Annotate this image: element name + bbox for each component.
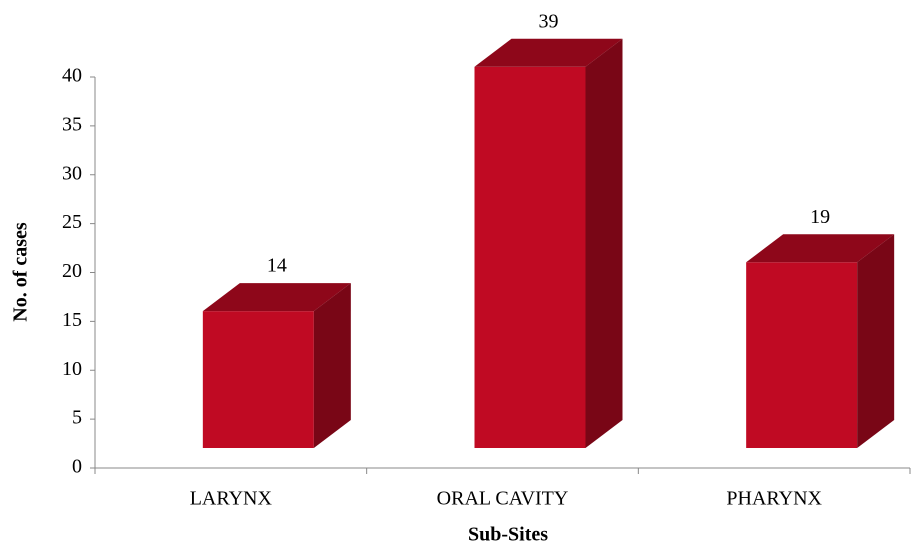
bar-top bbox=[474, 38, 623, 67]
bar-front bbox=[202, 311, 314, 448]
x-tick-label: LARYNX bbox=[190, 488, 273, 510]
data-label: 39 bbox=[539, 10, 559, 32]
y-tick-label: 25 bbox=[62, 211, 82, 233]
y-tick-label: 5 bbox=[72, 407, 82, 429]
bar-side bbox=[313, 283, 351, 448]
bar-front bbox=[474, 66, 586, 449]
y-tick-label: 0 bbox=[72, 456, 82, 478]
bar-front bbox=[746, 262, 858, 448]
y-tick-label: 20 bbox=[62, 260, 82, 282]
y-tick-label: 30 bbox=[62, 162, 82, 184]
x-axis-title: Sub-Sites bbox=[468, 524, 548, 546]
x-tick-label: ORAL CAVITY bbox=[437, 488, 569, 510]
bar-top bbox=[746, 234, 895, 263]
y-axis-title: No. of cases bbox=[10, 222, 32, 322]
x-tick-label: PHARYNX bbox=[726, 488, 822, 510]
bar-side bbox=[585, 38, 623, 449]
y-tick-label: 35 bbox=[62, 113, 82, 135]
bar-top bbox=[202, 283, 351, 312]
y-tick-label: 15 bbox=[62, 309, 82, 331]
data-label: 19 bbox=[810, 206, 830, 228]
y-tick-label: 40 bbox=[62, 65, 82, 87]
data-label: 14 bbox=[267, 255, 287, 277]
bar-side bbox=[857, 234, 895, 448]
y-tick-label: 10 bbox=[62, 358, 82, 380]
